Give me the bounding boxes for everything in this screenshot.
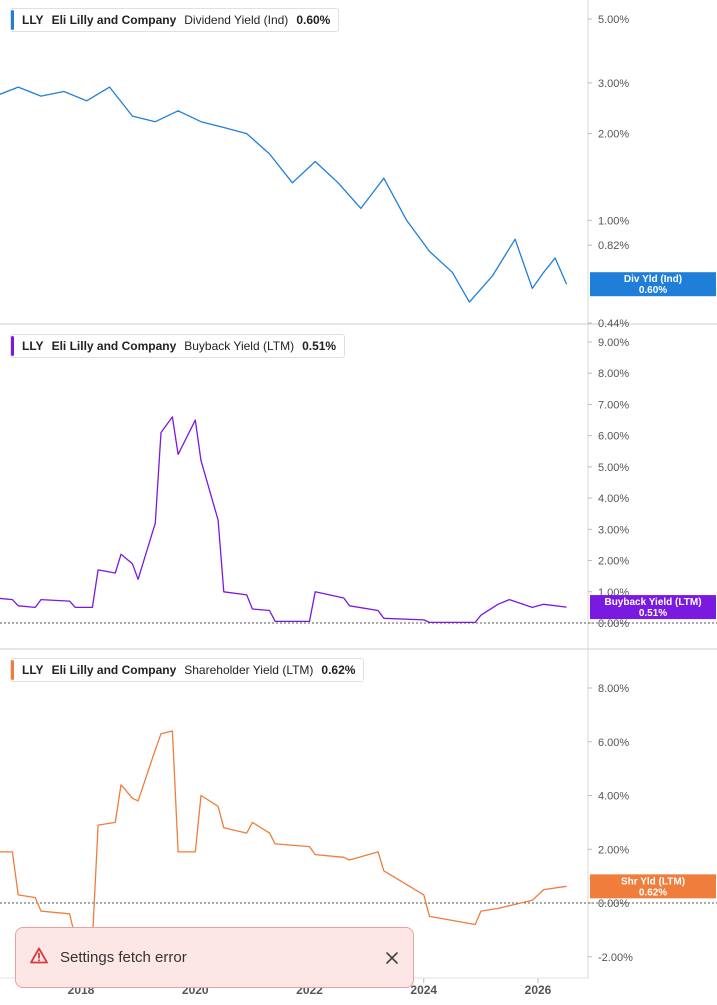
series-color-marker [11, 660, 14, 680]
current-value: 0.51% [302, 339, 337, 353]
ticker-label: LLY [22, 339, 44, 353]
toast-message: Settings fetch error [60, 949, 187, 966]
legend-buyback-yield: LLY Eli Lilly and Company Buyback Yield … [10, 334, 346, 358]
company-label: Eli Lilly and Company [51, 339, 177, 353]
y-tick-label: 6.00% [598, 431, 629, 443]
y-tick-label: 0.44% [598, 318, 629, 330]
metric-label: Shareholder Yield (LTM) [184, 663, 314, 677]
company-label: Eli Lilly and Company [51, 13, 177, 27]
y-tick-label: 2.00% [598, 129, 629, 141]
badge-value: 0.62% [639, 887, 667, 898]
metric-label: Buyback Yield (LTM) [184, 339, 295, 353]
close-icon[interactable] [385, 951, 399, 965]
y-tick-label: 0.00% [598, 618, 629, 630]
y-tick-label: 0.82% [598, 240, 629, 252]
legend-shareholder-yield: LLY Eli Lilly and Company Shareholder Yi… [10, 658, 365, 682]
current-value: 0.60% [296, 13, 331, 27]
y-tick-label: 1.00% [598, 215, 629, 227]
ticker-label: LLY [22, 13, 44, 27]
series-color-marker [11, 10, 14, 30]
y-tick-label: -2.00% [598, 952, 633, 964]
value-badge [590, 272, 716, 297]
y-tick-label: 9.00% [598, 337, 629, 349]
y-tick-label: 8.00% [598, 683, 629, 695]
y-tick-label: 2.00% [598, 556, 629, 568]
series-color-marker [11, 336, 14, 356]
y-tick-label: 7.00% [598, 399, 629, 411]
badge-title: Div Yld (Ind) [624, 274, 682, 285]
y-tick-label: 2.00% [598, 844, 629, 856]
ticker-label: LLY [22, 663, 44, 677]
current-value: 0.62% [321, 663, 356, 677]
y-tick-label: 4.00% [598, 791, 629, 803]
badge-value: 0.51% [639, 608, 667, 619]
value-badge [590, 595, 716, 620]
x-tick-label: 2024 [410, 983, 437, 997]
warning-triangle-icon [30, 947, 48, 968]
series-line [0, 86, 568, 303]
metric-label: Dividend Yield (Ind) [184, 13, 289, 27]
badge-title: Buyback Yield (LTM) [604, 597, 701, 608]
badge-value: 0.60% [639, 285, 667, 296]
series-line [0, 730, 567, 942]
error-toast: Settings fetch error [15, 927, 414, 988]
y-tick-label: 5.00% [598, 462, 629, 474]
series-line [0, 416, 567, 624]
badge-title: Shr Yld (LTM) [621, 876, 685, 887]
company-label: Eli Lilly and Company [51, 663, 177, 677]
y-tick-label: 4.00% [598, 493, 629, 505]
y-tick-label: 0.00% [598, 898, 629, 910]
y-tick-label: 3.00% [598, 78, 629, 90]
y-tick-label: 6.00% [598, 737, 629, 749]
y-tick-label: 5.00% [598, 14, 629, 26]
value-badge [590, 874, 716, 899]
legend-dividend-yield: LLY Eli Lilly and Company Dividend Yield… [10, 8, 340, 32]
y-tick-label: 3.00% [598, 524, 629, 536]
x-tick-label: 2026 [525, 983, 552, 997]
y-tick-label: 8.00% [598, 368, 629, 380]
